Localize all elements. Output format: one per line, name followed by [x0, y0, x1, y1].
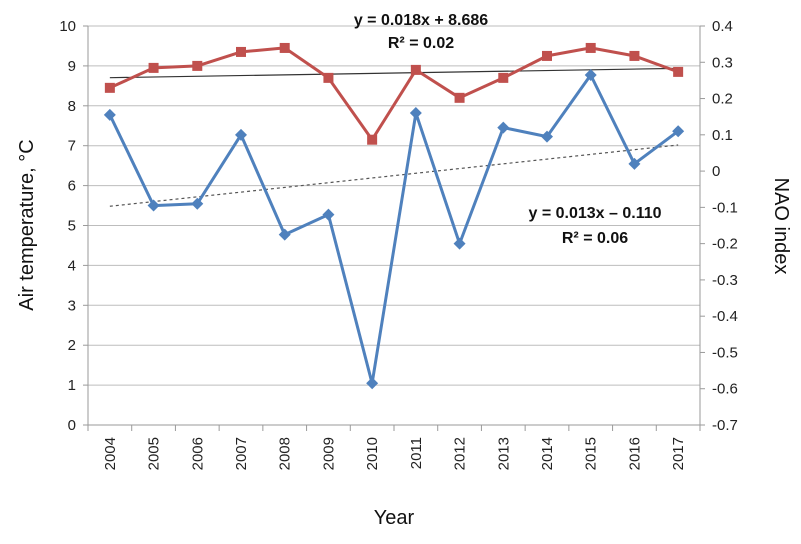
y-left-tick-label: 6	[68, 178, 76, 195]
x-tick-label: 2005	[146, 437, 163, 470]
temperature-trend-r2: R² = 0.02	[388, 35, 454, 52]
gridlines	[83, 25, 705, 431]
point-air-temperature	[410, 64, 421, 75]
x-tick-label: 2007	[233, 437, 250, 470]
point-nao-index	[541, 130, 553, 143]
y-axis-right-title: NAO index	[770, 178, 792, 275]
point-nao-index	[584, 68, 597, 81]
point-air-temperature	[148, 62, 159, 73]
x-tick-label: 2010	[364, 437, 381, 470]
point-nao-index	[191, 197, 204, 210]
y-right-tick-label: -0.2	[712, 236, 738, 253]
y-left-tick-label: 9	[68, 58, 76, 75]
point-nao-index	[235, 128, 247, 141]
y-left-tick-label: 1	[68, 377, 76, 394]
x-axis-title: Year	[374, 507, 415, 529]
y-axis-left-title: Air temperature, °C	[16, 139, 38, 310]
point-air-temperature	[585, 42, 596, 53]
x-tick-label: 2017	[670, 437, 687, 470]
point-air-temperature	[454, 92, 465, 103]
point-air-temperature	[498, 72, 509, 83]
point-nao-index	[409, 107, 422, 120]
trendline-air-temperature	[109, 67, 679, 79]
y-left-tick-label: 8	[68, 98, 76, 115]
point-nao-index	[628, 157, 641, 170]
point-air-temperature	[629, 50, 640, 61]
data-series	[103, 42, 685, 390]
series-line-nao-index	[108, 73, 679, 385]
x-axis-ticks: 2004 2005 2006 2007 2008 2009 2010 2011 2012 2013…	[102, 437, 687, 470]
y-left-tick-label: 0	[68, 417, 76, 434]
y-right-tick-label: 0.1	[712, 127, 733, 144]
y-right-tick-label: -0.7	[712, 417, 738, 434]
point-air-temperature	[542, 50, 552, 61]
x-tick-label: 2015	[583, 437, 600, 470]
point-air-temperature	[367, 134, 378, 145]
trendlines	[109, 67, 679, 207]
point-nao-index	[453, 237, 466, 250]
y-right-tick-label: -0.3	[712, 272, 738, 289]
x-tick-label: 2009	[320, 437, 337, 470]
x-tick-label: 2004	[102, 437, 119, 470]
point-nao-index	[672, 125, 685, 138]
point-nao-index	[497, 121, 510, 134]
nao-trend-r2: R² = 0.06	[562, 230, 628, 247]
temperature-trend-equation: y = 0.018x + 8.686	[354, 12, 488, 29]
point-nao-index	[147, 199, 160, 212]
x-tick-label: 2012	[452, 437, 469, 470]
point-air-temperature	[323, 72, 334, 83]
series-line-air-temperature	[109, 46, 679, 142]
x-tick-label: 2011	[408, 437, 425, 469]
y-left-tick-label: 10	[59, 18, 76, 35]
point-nao-index	[366, 377, 379, 390]
x-tick-label: 2006	[189, 437, 206, 470]
y-right-tick-label: 0.3	[712, 54, 733, 71]
trendline-nao-index	[109, 144, 679, 207]
point-nao-index	[278, 228, 291, 241]
y-right-tick-label: 0.2	[712, 91, 733, 108]
point-air-temperature	[236, 46, 246, 57]
x-tick-label: 2013	[495, 437, 512, 470]
y-left-tick-label: 5	[68, 218, 76, 235]
x-tick-label: 2008	[277, 437, 294, 470]
y-left-tick-label: 4	[68, 257, 76, 274]
y-right-tick-label: -0.4	[712, 308, 738, 325]
left-axis-ticks: 0 1 2 3 4 5 6 7 8 9 10	[59, 18, 76, 434]
y-left-tick-label: 2	[68, 337, 76, 354]
y-right-tick-label: 0	[712, 163, 720, 180]
y-right-tick-label: -0.6	[712, 381, 738, 398]
right-axis-ticks: -0.7 -0.6 -0.5 -0.4 -0.3 -0.2 -0.1 0 0.1 0.2 0.3 0.…	[712, 18, 738, 434]
point-air-temperature	[279, 42, 290, 53]
point-air-temperature	[673, 66, 684, 77]
x-tick-label: 2016	[626, 437, 643, 470]
y-left-tick-label: 3	[68, 297, 76, 314]
y-right-tick-label: -0.1	[712, 199, 738, 216]
nao-trend-equation: y = 0.013x – 0.110	[528, 205, 661, 222]
point-air-temperature	[104, 82, 115, 93]
y-right-tick-label: -0.5	[712, 344, 738, 361]
point-nao-index	[103, 108, 116, 121]
point-nao-index	[322, 208, 335, 221]
point-air-temperature	[192, 60, 203, 71]
y-left-tick-label: 7	[68, 138, 76, 155]
x-tick-label: 2014	[539, 437, 556, 470]
y-right-tick-label: 0.4	[712, 18, 733, 35]
